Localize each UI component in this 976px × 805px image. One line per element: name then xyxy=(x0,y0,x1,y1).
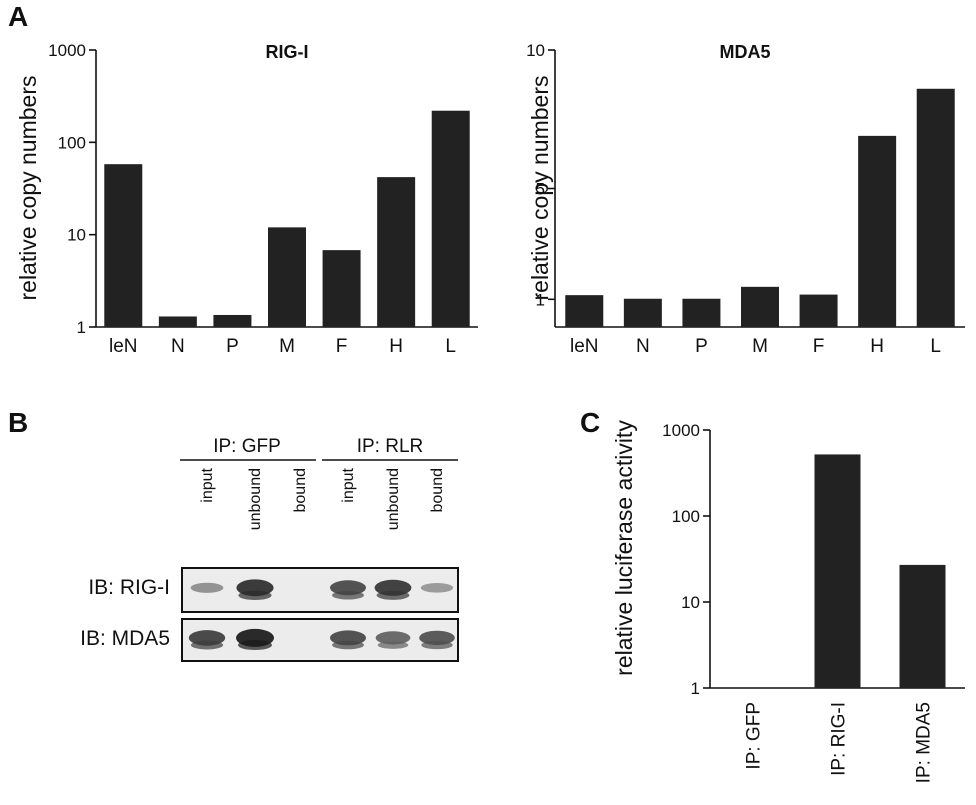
x-tick-label-rig-i: F xyxy=(336,336,348,357)
blot-lane-label: input xyxy=(199,467,216,502)
x-tick-label-mda5: leN xyxy=(570,336,599,357)
x-tick-label-mda5: F xyxy=(813,336,825,357)
panel-label-b: B xyxy=(8,407,28,438)
y-tick-label-luciferase: 100 xyxy=(672,507,700,526)
blot-lane-label: bound xyxy=(292,468,309,513)
bar-mda5-p xyxy=(682,298,721,327)
blot-band xyxy=(420,583,454,593)
bar-mda5-len xyxy=(565,295,604,327)
bar-mda5-l xyxy=(916,88,955,327)
x-tick-label-rig-i: P xyxy=(226,336,239,357)
y-tick-label-rig-i: 1 xyxy=(77,318,86,337)
bar-rig-i-m xyxy=(268,227,306,327)
y-tick-label-luciferase: 1000 xyxy=(662,421,700,440)
panel-label-c: C xyxy=(580,407,600,438)
y-axis-label-rig-i: relative copy numbers xyxy=(15,76,41,301)
x-tick-label-rig-i: M xyxy=(279,336,295,357)
x-tick-label-mda5: L xyxy=(930,336,941,357)
y-tick-label-luciferase: 10 xyxy=(681,593,700,612)
blot-strip-rig-i xyxy=(181,567,459,613)
bar-rig-i-l xyxy=(431,110,470,327)
blot-band-lower xyxy=(421,640,453,650)
blot-lane-labels: input unbound bound input unbound bound xyxy=(199,467,446,530)
blot-group-header-rlr: IP: RLR xyxy=(357,436,424,457)
blot-band xyxy=(330,580,366,596)
blot-strips xyxy=(181,567,459,662)
blot-lane-label: bound xyxy=(429,468,446,513)
bar-rig-i-len xyxy=(104,164,143,327)
x-tick-label-mda5: H xyxy=(870,336,884,357)
chart-luciferase-activity: 1 10 100 1000 relative luciferase activity IP… xyxy=(611,420,965,783)
chart-mda5-copy-numbers: 1 5 10 MDA5 relative copy numbers leN N P M F H L xyxy=(526,41,965,357)
blot-row-label-rig-i: IB: RIG-I xyxy=(88,576,170,599)
blot-band-lower xyxy=(332,640,364,650)
bar-rig-i-p xyxy=(213,314,252,327)
x-tick-label-rig-i: H xyxy=(389,336,403,357)
x-tick-label-luciferase: IP: RIG-I xyxy=(829,702,850,776)
bar-rig-i-n xyxy=(158,316,197,327)
x-tick-label-rig-i: N xyxy=(171,336,185,357)
y-tick-label-rig-i: 10 xyxy=(67,226,86,245)
y-tick-label-rig-i: 100 xyxy=(58,133,86,152)
blot-band xyxy=(190,582,224,593)
blot-strip-mda5 xyxy=(181,618,459,662)
y-axis-label-mda5: relative copy numbers xyxy=(527,76,553,301)
blot-lane-label: unbound xyxy=(247,468,264,530)
x-tick-label-rig-i: L xyxy=(445,336,456,357)
chart-title-rig-i: RIG-I xyxy=(266,42,309,62)
y-tick-label-mda5: 10 xyxy=(526,41,545,60)
bar-mda5-h xyxy=(858,135,897,327)
bar-rig-i-f xyxy=(322,250,361,327)
y-tick-label-rig-i: 1000 xyxy=(48,41,86,60)
blot-lane-label: input xyxy=(340,467,357,502)
x-tick-label-mda5: N xyxy=(636,336,650,357)
panel-label-a: A xyxy=(8,1,28,32)
x-tick-label-mda5: M xyxy=(752,336,768,357)
blot-band xyxy=(419,630,455,646)
chart-title-mda5: MDA5 xyxy=(719,42,770,62)
blot-band-lower xyxy=(332,591,364,600)
chart-rig-i-copy-numbers: 1 10 100 1000 RIG-I relative copy numbers leN N… xyxy=(15,41,478,357)
blot-band-lower xyxy=(377,641,409,649)
blot-row-label-mda5: IB: MDA5 xyxy=(80,627,170,650)
bar-mda5-m xyxy=(741,286,779,327)
bar-rig-i-h xyxy=(377,177,416,327)
blot-lane-label: unbound xyxy=(385,468,402,530)
x-tick-label-luciferase: IP: MDA5 xyxy=(914,702,935,783)
y-tick-label-mda5: 5 xyxy=(536,180,545,199)
blot-band-lower xyxy=(190,640,224,650)
blot-group-header-gfp: IP: GFP xyxy=(213,436,281,457)
blot-band-lower xyxy=(238,640,272,651)
y-tick-label-mda5: 1 xyxy=(536,290,545,309)
blot-band-lower xyxy=(376,590,410,600)
bar-mda5-f xyxy=(799,294,838,327)
x-tick-label-mda5: P xyxy=(695,336,708,357)
x-tick-label-rig-i: leN xyxy=(109,336,138,357)
bar-luciferase-ip-mda5 xyxy=(899,564,946,688)
blot-band-lower xyxy=(238,590,272,600)
bar-mda5-n xyxy=(623,298,662,327)
western-blot: IP: GFP IP: RLR input unbound bound input un… xyxy=(80,436,459,662)
x-tick-label-luciferase: IP: GFP xyxy=(744,702,765,770)
blot-band xyxy=(375,631,411,645)
y-tick-label-luciferase: 1 xyxy=(691,679,700,698)
bar-luciferase-ip-rig-i xyxy=(814,454,861,688)
y-axis-label-luciferase: relative luciferase activity xyxy=(611,420,637,676)
